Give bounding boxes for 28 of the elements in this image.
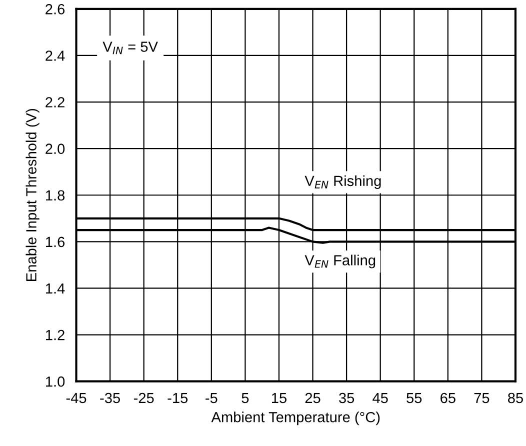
x-tick-label: 45 (372, 392, 388, 404)
series-label: V$_{EN}$ Falling (304, 254, 376, 268)
x-tick-label: -5 (206, 392, 218, 404)
annotation: V$_{IN}$ = 5V (102, 42, 158, 54)
x-tick-label: 55 (406, 392, 422, 404)
x-tick-label: 5 (242, 392, 249, 404)
x-tick-label: 25 (305, 392, 320, 404)
y-tick-label: 1.0 (46, 376, 65, 387)
text: V$_{EN}$ Rishing (304, 175, 381, 189)
y-tick-label: 2.0 (46, 144, 65, 154)
y-tick-label: 1.6 (46, 236, 65, 248)
x-axis-title: Ambient Temperature (°C) (211, 412, 380, 426)
x-tick-label: -35 (100, 392, 120, 404)
x-tick-label: -15 (168, 392, 188, 404)
x-tick-label: 15 (272, 392, 286, 404)
y-tick-label: 2.2 (46, 97, 64, 108)
y-tick-label: 2.6 (46, 4, 65, 14)
x-tick-label: -45 (66, 392, 86, 404)
y-axis-title: Enable Input Threshold (V) (26, 109, 40, 281)
x-tick-label: 75 (474, 392, 490, 404)
y-tick-label: 2.4 (46, 50, 65, 61)
x-tick-label: -25 (134, 392, 154, 404)
y-tick-label: 1.8 (46, 190, 65, 201)
x-tick-label: 35 (339, 392, 354, 404)
y-tick-label: 1.2 (46, 330, 64, 340)
x-tick-label: 65 (440, 392, 456, 404)
x-tick-label: 85 (508, 392, 523, 404)
y-tick-label: 1.4 (46, 283, 65, 294)
